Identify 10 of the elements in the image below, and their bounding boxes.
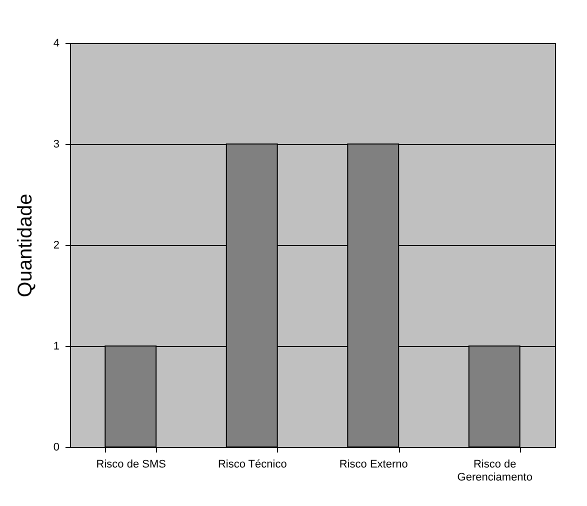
y-tick-label: 2 <box>53 240 60 252</box>
y-tick-label: 0 <box>53 442 60 454</box>
y-tick-label: 3 <box>53 138 60 150</box>
x-tick-label: Risco Externo <box>339 458 408 470</box>
x-tick-label: Risco de SMS <box>96 458 166 470</box>
y-axis-title: Quantidade <box>14 194 36 298</box>
x-tick-label: Risco Técnico <box>218 458 287 470</box>
x-tick-label: Risco de Gerenciamento <box>457 458 532 484</box>
y-tick-label: 1 <box>53 340 60 352</box>
y-tick-label: 4 <box>53 38 60 50</box>
